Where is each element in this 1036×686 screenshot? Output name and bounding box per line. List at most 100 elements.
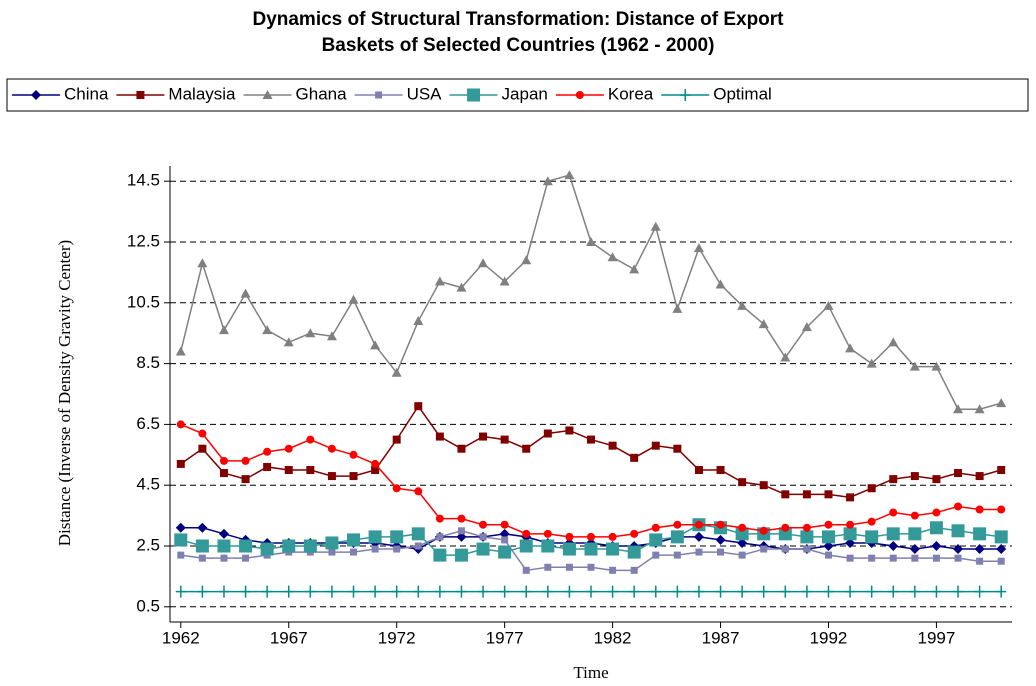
marker xyxy=(824,551,832,559)
marker xyxy=(586,585,596,598)
marker xyxy=(846,493,855,502)
marker xyxy=(908,527,922,541)
marker xyxy=(218,585,229,598)
marker xyxy=(867,517,876,526)
marker xyxy=(521,585,532,598)
marker xyxy=(370,340,381,350)
marker xyxy=(866,585,877,598)
marker xyxy=(886,527,900,541)
marker xyxy=(456,282,467,292)
marker xyxy=(371,466,380,474)
marker xyxy=(715,279,726,289)
marker xyxy=(974,585,985,598)
marker xyxy=(433,548,447,562)
marker xyxy=(175,346,186,356)
marker xyxy=(823,300,834,310)
marker xyxy=(457,527,465,535)
y-tick-label: 10.5 xyxy=(127,292,160,311)
marker xyxy=(543,529,552,538)
marker xyxy=(519,539,533,553)
marker xyxy=(262,325,273,335)
marker xyxy=(694,520,703,529)
marker xyxy=(457,514,466,523)
marker xyxy=(218,325,229,335)
marker xyxy=(715,534,726,545)
marker xyxy=(562,542,576,556)
marker xyxy=(325,536,339,550)
marker xyxy=(522,566,530,574)
marker xyxy=(174,533,188,547)
marker xyxy=(670,530,684,544)
marker xyxy=(393,545,401,553)
marker xyxy=(327,444,336,453)
marker xyxy=(283,585,294,598)
marker xyxy=(305,328,316,338)
marker xyxy=(717,548,725,556)
marker xyxy=(368,530,382,544)
marker xyxy=(198,554,206,562)
marker xyxy=(370,585,381,598)
marker xyxy=(910,511,919,520)
marker xyxy=(435,432,444,441)
x-tick-label: 1967 xyxy=(270,628,308,647)
marker xyxy=(541,539,555,553)
marker xyxy=(436,533,444,541)
x-axis-label: Time xyxy=(573,663,608,682)
marker xyxy=(627,545,641,559)
y-tick-label: 4.5 xyxy=(136,475,160,494)
marker xyxy=(454,548,468,562)
legend-label: USA xyxy=(407,84,443,103)
marker xyxy=(413,585,424,598)
marker xyxy=(392,484,401,493)
marker xyxy=(932,554,940,562)
x-tick-label: 1962 xyxy=(162,628,200,647)
marker xyxy=(390,530,404,544)
marker xyxy=(845,343,856,353)
marker xyxy=(198,429,207,438)
marker xyxy=(391,367,402,377)
marker xyxy=(780,585,791,598)
marker xyxy=(411,527,425,541)
marker xyxy=(953,404,964,414)
marker xyxy=(738,551,746,559)
marker xyxy=(348,294,359,304)
x-tick-label: 1997 xyxy=(918,628,956,647)
marker xyxy=(911,554,919,562)
marker xyxy=(802,490,811,499)
marker xyxy=(608,441,617,450)
marker xyxy=(760,545,768,553)
marker xyxy=(909,361,920,371)
marker xyxy=(630,566,638,574)
marker xyxy=(371,459,380,468)
marker xyxy=(737,585,748,598)
marker xyxy=(347,533,361,547)
marker xyxy=(478,258,489,268)
marker xyxy=(846,520,855,529)
marker xyxy=(263,447,272,456)
y-tick-label: 6.5 xyxy=(136,414,160,433)
marker xyxy=(954,554,962,562)
marker xyxy=(716,520,725,529)
marker xyxy=(456,585,467,598)
marker xyxy=(758,585,769,598)
marker xyxy=(197,585,208,598)
marker xyxy=(479,533,487,541)
marker xyxy=(781,545,789,553)
marker xyxy=(565,426,574,435)
marker xyxy=(575,91,584,99)
marker xyxy=(909,544,920,555)
marker xyxy=(326,585,337,598)
legend-label: Optimal xyxy=(713,84,772,103)
marker xyxy=(587,563,595,571)
marker xyxy=(954,469,963,478)
marker xyxy=(260,542,274,556)
marker xyxy=(479,432,488,441)
marker xyxy=(349,450,358,459)
marker xyxy=(759,526,768,535)
marker xyxy=(434,276,445,286)
marker xyxy=(865,530,879,544)
marker xyxy=(499,585,510,598)
marker xyxy=(738,523,747,532)
marker xyxy=(889,475,898,484)
y-tick-label: 0.5 xyxy=(136,596,160,615)
